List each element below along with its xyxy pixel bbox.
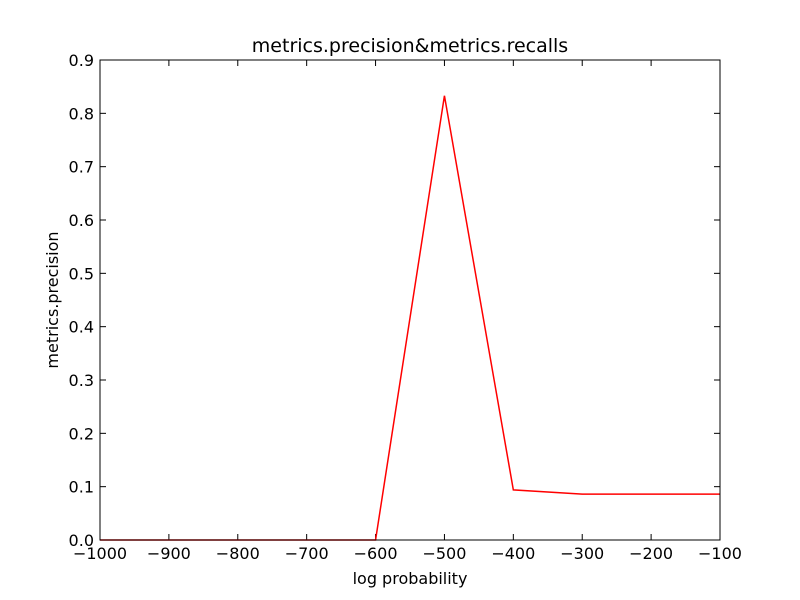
y-tick-label: 0.7 (69, 158, 94, 177)
series-layer (100, 95, 720, 541)
x-tick-label: −800 (216, 544, 260, 563)
y-tick-label: 0.0 (69, 531, 94, 550)
y-tick-label: 0.3 (69, 371, 94, 390)
x-tick-label: −400 (491, 544, 535, 563)
chart-title: metrics.precision&metrics.recalls (252, 35, 568, 57)
y-tick-label: 0.1 (69, 478, 94, 497)
y-tick-label: 0.8 (69, 104, 94, 123)
x-tick-label: −600 (354, 544, 398, 563)
y-tick-label: 0.6 (69, 211, 94, 230)
x-tick-label: −900 (147, 544, 191, 563)
x-axis-label: log probability (353, 569, 468, 588)
x-tick-label: −1000 (73, 544, 127, 563)
x-tick-label: −700 (285, 544, 329, 563)
y-tick-label: 0.2 (69, 424, 94, 443)
y-axis-ticks: 0.0 0.1 0.2 0.3 0.4 0.5 0.6 0.7 0.8 0.9 (69, 51, 720, 550)
y-tick-label: 0.4 (69, 318, 94, 337)
y-tick-label: 0.9 (69, 51, 94, 70)
y-tick-label: 0.5 (69, 264, 94, 283)
x-tick-label: −300 (560, 544, 604, 563)
plot-frame (99, 59, 721, 541)
series-line (100, 95, 720, 541)
x-tick-label: −200 (629, 544, 673, 563)
x-tick-label: −100 (698, 544, 742, 563)
x-tick-label: −500 (422, 544, 466, 563)
x-axis-ticks: −1000 −900 −800 −700 −600 −500 −400 −300 −200 −10… (73, 60, 742, 563)
y-axis-label: metrics.precision (43, 231, 62, 368)
